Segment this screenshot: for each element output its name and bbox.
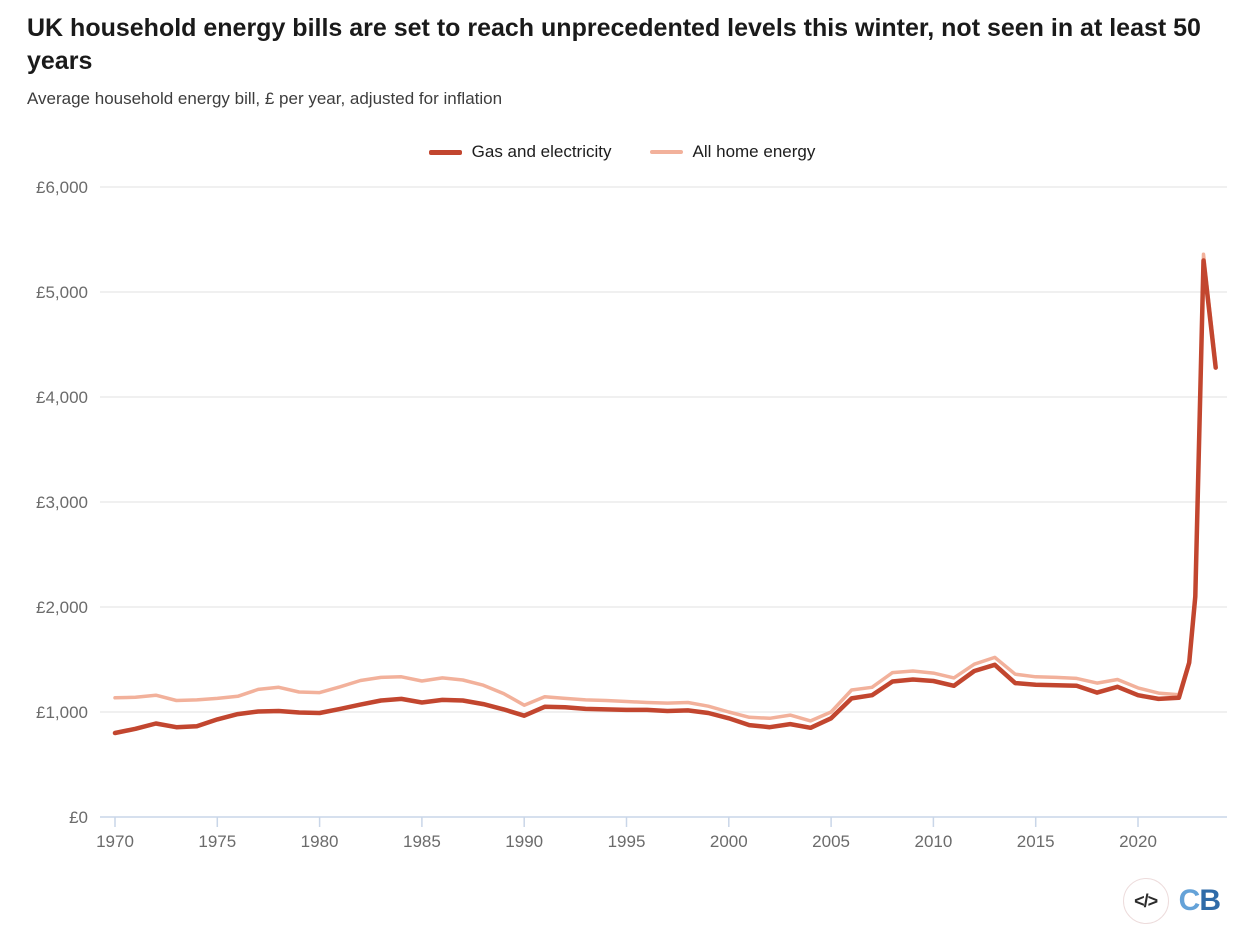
x-axis-tick-label: 2015 [1017, 832, 1055, 851]
code-icon: </> [1122, 878, 1169, 924]
legend-label: All home energy [692, 142, 816, 161]
x-axis-tick-label: 2000 [710, 832, 748, 851]
legend-item-all-home-energy: All home energy [649, 142, 816, 162]
x-axis-tick-label: 1975 [198, 832, 236, 851]
y-axis-tick-label: £3,000 [36, 493, 88, 512]
carbonbrief-cb-wordmark: CB [1178, 884, 1221, 918]
x-axis-tick-label: 1990 [505, 832, 543, 851]
logo-letter-b: B [1199, 884, 1221, 917]
x-axis-tick-label: 1970 [96, 832, 134, 851]
gas-electricity-line-swatch-icon [428, 149, 462, 155]
x-axis-tick-label: 2020 [1119, 832, 1157, 851]
chart-title: UK household energy bills are set to rea… [27, 14, 1201, 75]
y-axis-tick-label: £0 [69, 808, 88, 827]
y-axis-tick-label: £4,000 [36, 388, 88, 407]
legend-label: Gas and electricity [471, 142, 612, 161]
x-axis-tick-label: 2005 [812, 832, 850, 851]
y-axis-tick-label: £6,000 [36, 178, 88, 197]
legend-item-gas-and-electricity: Gas and electricity [428, 142, 612, 162]
x-axis-tick-label: 1980 [301, 832, 339, 851]
y-axis-tick-label: £5,000 [36, 283, 88, 302]
code-glyph: </> [1134, 890, 1158, 911]
logo-letter-c: C [1178, 884, 1201, 917]
all-home-energy-line-swatch-icon [649, 150, 683, 154]
chart-subtitle: Average household energy bill, £ per yea… [27, 89, 503, 108]
y-axis-tick-label: £1,000 [36, 703, 88, 722]
x-axis-tick-label: 2010 [914, 832, 952, 851]
series-line-all-home-energy [113, 252, 1218, 723]
y-axis-tick-label: £2,000 [36, 598, 88, 617]
legend: Gas and electricity All home energy [0, 142, 1244, 162]
x-axis-tick-label: 1995 [608, 832, 646, 851]
x-axis-tick-label: 1985 [403, 832, 441, 851]
series-line-gas-and-electricity [112, 258, 1218, 736]
carbonbrief-logo: </> CB [1122, 878, 1221, 924]
